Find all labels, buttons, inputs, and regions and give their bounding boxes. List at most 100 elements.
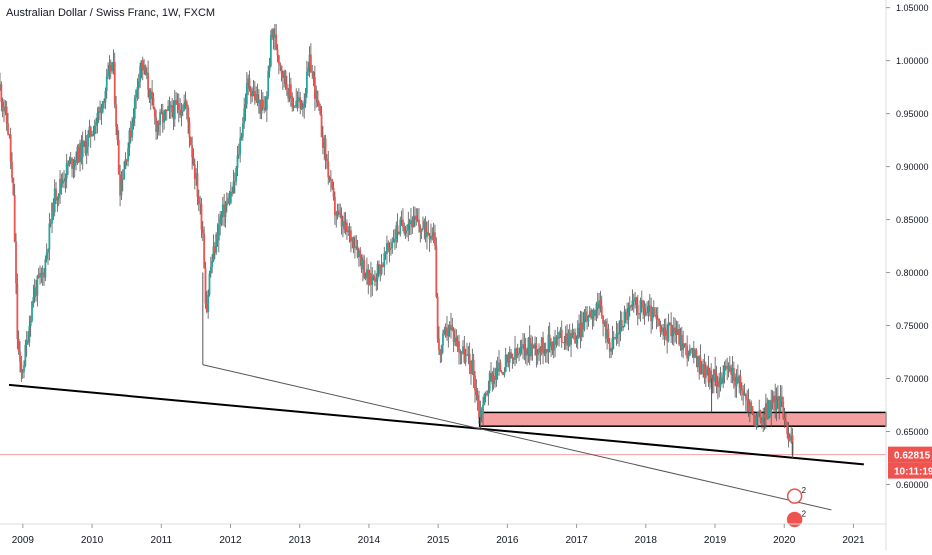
candle-up	[53, 188, 56, 213]
candle-up	[558, 332, 560, 339]
candle-up	[484, 393, 487, 395]
candle-down	[71, 158, 73, 169]
candle-down	[638, 313, 641, 315]
candle-down	[663, 327, 666, 336]
candle-down	[352, 237, 355, 249]
candle-up	[615, 333, 618, 339]
candle-up	[516, 353, 519, 356]
candle-up	[767, 400, 770, 420]
y-axis[interactable]: 1.05000 1.00000 0.95000 0.90000 0.85000 0.800…	[886, 3, 929, 490]
candle-down	[747, 400, 750, 411]
candle-down	[55, 188, 57, 201]
candle-up	[471, 359, 474, 374]
candle-down	[256, 94, 259, 104]
candle-down	[334, 196, 336, 216]
candle-up	[235, 168, 238, 182]
candle-down	[548, 334, 551, 347]
candle-up	[651, 307, 654, 322]
candle-up	[33, 287, 36, 298]
candle-down	[11, 161, 13, 178]
candle-up	[344, 222, 347, 230]
candle-down	[787, 433, 790, 441]
candle-down	[635, 297, 638, 305]
candle-down	[586, 317, 588, 322]
candle-down	[726, 366, 729, 369]
candle-down	[89, 126, 92, 137]
candle-down	[474, 375, 476, 391]
candle-down	[332, 187, 335, 197]
candle-up	[49, 223, 52, 225]
candle-up	[622, 327, 625, 328]
candle-down	[191, 145, 194, 158]
candle-down	[12, 177, 15, 195]
candle-down	[590, 311, 592, 319]
x-tick-label: 2009	[12, 535, 35, 546]
candle-up	[99, 107, 101, 112]
candle-up	[760, 419, 763, 422]
candle-up	[36, 275, 39, 296]
candle-up	[519, 347, 522, 354]
x-tick-label: 2017	[565, 535, 588, 546]
candle-up	[91, 134, 93, 137]
candle-up	[420, 228, 423, 233]
candle-down	[556, 337, 559, 339]
candle-up	[406, 230, 408, 232]
candle-down	[320, 114, 323, 138]
candle-up	[756, 412, 759, 417]
candle-down	[321, 137, 324, 148]
candle-down	[684, 344, 687, 346]
candle-up	[239, 138, 242, 155]
candle-up	[570, 334, 572, 345]
candle-down	[654, 314, 657, 316]
candle-down	[187, 107, 190, 123]
candle-up	[723, 365, 726, 376]
candle-down	[782, 401, 785, 418]
candle-down	[289, 84, 292, 97]
candle-down	[434, 232, 436, 246]
candle-up	[159, 111, 162, 125]
candle-down	[192, 157, 195, 165]
candle-up	[295, 100, 298, 107]
candle-down	[720, 377, 723, 384]
candle-up	[386, 242, 388, 255]
candle-down	[414, 215, 416, 217]
candle-up	[173, 100, 176, 120]
candle-down	[151, 91, 154, 98]
candle-down	[528, 337, 531, 357]
candle-down	[475, 390, 478, 396]
candle-up	[504, 354, 507, 372]
candle-up	[217, 224, 220, 241]
candle-down	[418, 219, 420, 227]
x-tick-label: 2015	[427, 535, 450, 546]
candle-up	[224, 206, 227, 218]
candle-down	[428, 235, 431, 240]
candle-up	[508, 352, 511, 363]
candle-up	[456, 341, 459, 347]
candle-up	[532, 344, 535, 349]
candle-up	[719, 377, 722, 388]
candle-down	[778, 396, 781, 412]
candle-up	[4, 106, 7, 112]
last-price-label: 0.62815	[894, 451, 931, 462]
candle-down	[715, 373, 718, 387]
candle-up	[606, 328, 608, 339]
x-axis[interactable]: 2009 2010 2011 2012 2013 2014 2015 2016 2017 2018…	[12, 524, 865, 546]
candle-up	[211, 261, 214, 267]
candle-up	[412, 215, 415, 228]
candle-down	[0, 84, 3, 102]
candle-down	[730, 371, 733, 375]
candle-up	[101, 101, 104, 113]
y-tick-label: 0.90000	[896, 162, 929, 172]
candle-up	[764, 403, 767, 419]
candle-up	[708, 370, 711, 383]
candle-up	[514, 348, 516, 360]
candle-down	[562, 342, 564, 344]
candle-up	[97, 111, 100, 113]
candle-down	[490, 372, 492, 374]
candle-up	[534, 343, 536, 345]
candle-down	[458, 341, 460, 353]
candle-down	[746, 398, 749, 401]
candle-up	[169, 105, 172, 107]
